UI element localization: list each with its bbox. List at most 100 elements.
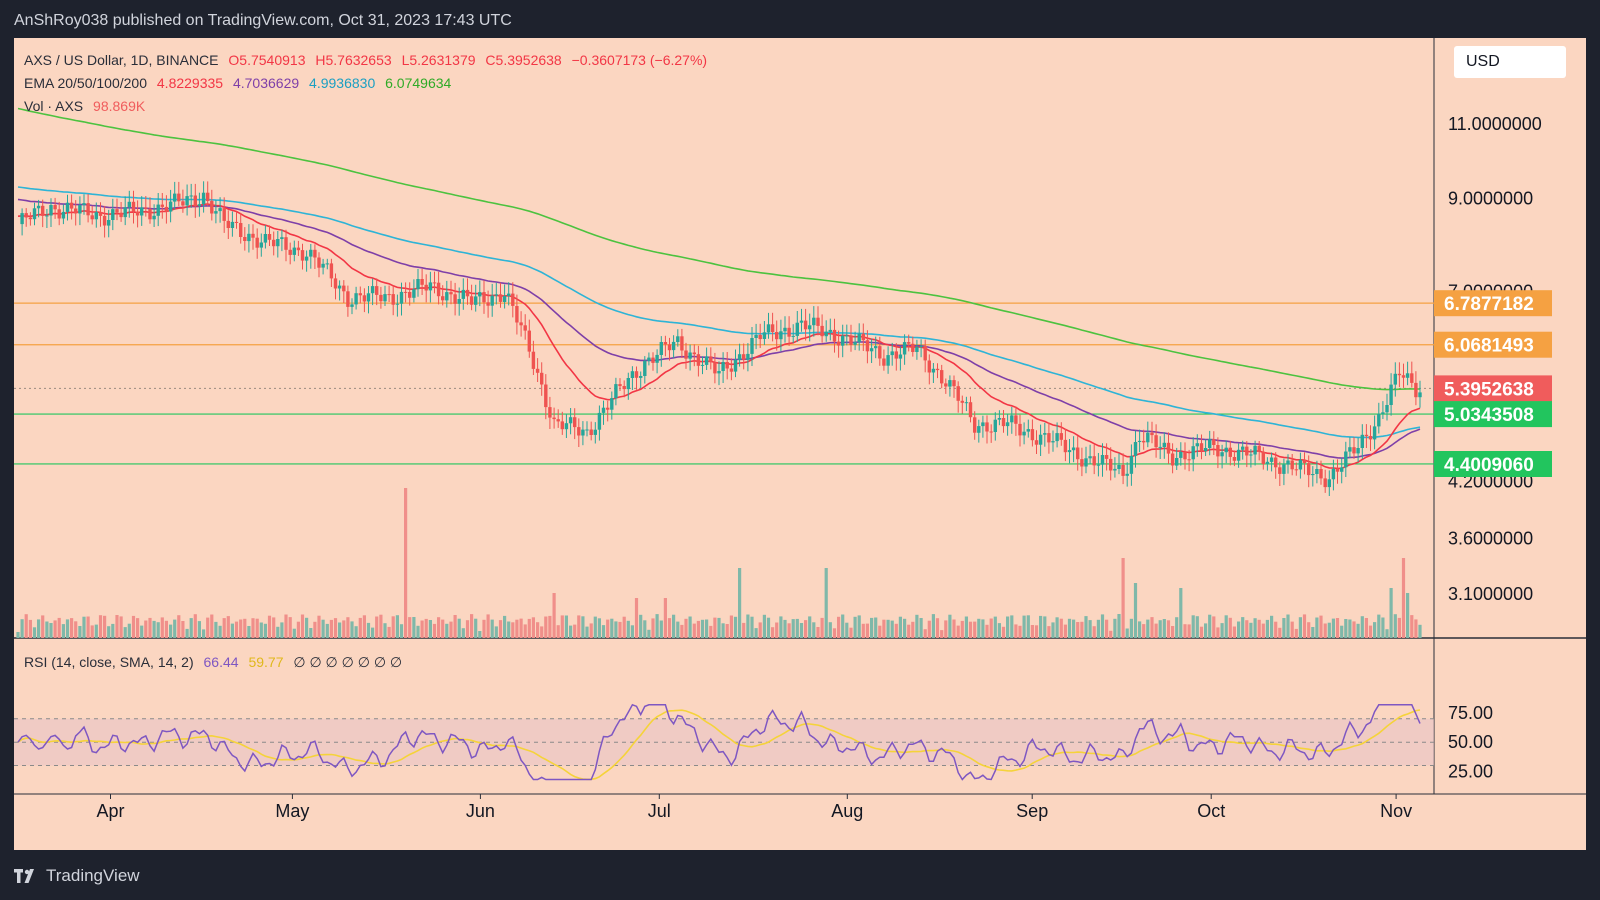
- volume-bar: [882, 619, 886, 638]
- candle-body: [973, 417, 977, 433]
- candle-body: [1158, 446, 1162, 448]
- volume-bar: [573, 624, 577, 638]
- volume-bar: [136, 618, 140, 638]
- volume-bar: [758, 622, 762, 638]
- candle-body: [783, 327, 787, 332]
- volume-bar: [1282, 618, 1286, 638]
- volume-bar: [709, 625, 713, 638]
- candle-body: [1410, 373, 1414, 383]
- candle-body: [766, 324, 771, 333]
- candle-body: [1245, 446, 1249, 456]
- volume-bar: [1195, 616, 1199, 638]
- volume-bar: [342, 620, 346, 638]
- candle-body: [206, 192, 210, 201]
- volume-bar: [1385, 629, 1389, 638]
- volume-bar: [1187, 624, 1191, 638]
- candle-body: [812, 317, 816, 326]
- ema-label[interactable]: EMA 20/50/100/200: [24, 75, 147, 91]
- price-tag: 6.0681493: [1434, 331, 1552, 358]
- volume-bar: [362, 615, 366, 638]
- currency-selector[interactable]: USD: [1454, 46, 1566, 78]
- volume-bar: [1348, 619, 1352, 638]
- candle-body: [1022, 431, 1026, 436]
- candle-body: [1414, 382, 1418, 398]
- candle-body: [148, 208, 152, 220]
- candle-body: [606, 407, 610, 410]
- volume-bar: [379, 614, 383, 638]
- candle-body: [1076, 447, 1080, 460]
- candle-body: [795, 322, 799, 336]
- volume-bar: [1319, 615, 1323, 638]
- volume-bar: [672, 614, 676, 638]
- volume-bar: [1389, 588, 1393, 638]
- volume-bar: [78, 626, 82, 638]
- candle-body: [185, 196, 189, 206]
- candle-body: [333, 278, 338, 289]
- volume-bar: [90, 625, 94, 638]
- time-tick-label: May: [275, 801, 309, 821]
- volume-bar: [202, 629, 206, 638]
- volume-bar: [601, 625, 606, 638]
- ema100-line: [17, 186, 1421, 439]
- volume-bar: [1344, 619, 1348, 638]
- rsi-sma-line: [17, 709, 1421, 781]
- volume-bar: [226, 616, 230, 638]
- volume-bar: [437, 617, 441, 638]
- rsi-label[interactable]: RSI (14, close, SMA, 14, 2): [24, 654, 194, 670]
- candle-body: [618, 384, 622, 387]
- change-value: −0.3607173 (−6.27%): [571, 52, 708, 68]
- candle-body: [280, 237, 284, 239]
- price-tag-label: 4.4009060: [1444, 455, 1534, 476]
- candle-body: [915, 346, 919, 352]
- volume-bar: [1162, 619, 1166, 638]
- candle-body: [1195, 443, 1199, 447]
- candle-body: [41, 205, 45, 216]
- volume-bar: [127, 623, 131, 638]
- volume-bar: [61, 624, 65, 638]
- vol-label[interactable]: Vol · AXS: [24, 98, 84, 114]
- volume-bar: [399, 624, 404, 638]
- volume-bar: [70, 618, 74, 638]
- candle-body: [1010, 415, 1014, 423]
- candle-body: [742, 354, 746, 360]
- candle-body: [461, 289, 465, 299]
- volume-bar: [214, 621, 218, 638]
- candle-body: [589, 429, 593, 435]
- volume-bar: [1352, 621, 1356, 638]
- candle-body: [1051, 441, 1055, 443]
- volume-bar: [680, 624, 684, 638]
- volume-bar: [1199, 626, 1204, 638]
- rsi-tick-label: 25.00: [1448, 761, 1493, 781]
- footer-brand[interactable]: TradingView: [14, 866, 140, 886]
- volume-bar: [1377, 614, 1381, 638]
- rsi-line: [17, 703, 1421, 781]
- volume-bar: [1113, 618, 1117, 638]
- candle-body: [762, 332, 767, 339]
- chart-svg[interactable]: 11.00000009.00000007.00000004.20000003.6…: [14, 38, 1586, 850]
- candle-body: [123, 207, 127, 218]
- volume-bar: [919, 618, 923, 638]
- candle-body: [816, 317, 820, 326]
- volume-bar: [931, 614, 935, 638]
- volume-bar: [1080, 621, 1084, 638]
- volume-bar: [28, 619, 32, 638]
- volume-bar: [1146, 619, 1150, 638]
- volume-bar: [1373, 622, 1377, 638]
- candle-body: [874, 346, 878, 349]
- candle-body: [1092, 456, 1096, 466]
- candle-body: [1348, 447, 1352, 452]
- candle-body: [354, 293, 358, 305]
- candle-body: [276, 239, 280, 247]
- volume-bar: [960, 620, 964, 638]
- volume-bar: [470, 614, 474, 638]
- volume-bar: [923, 629, 927, 638]
- candle-body: [671, 341, 676, 351]
- candle-body: [156, 204, 160, 216]
- symbol-label[interactable]: AXS / US Dollar, 1D, BINANCE: [24, 52, 219, 68]
- volume-bar: [865, 623, 869, 638]
- candle-body: [845, 335, 849, 337]
- candle-body: [78, 205, 82, 214]
- candle-body: [465, 289, 470, 297]
- volume-bar: [20, 619, 24, 638]
- candle-body: [841, 335, 845, 346]
